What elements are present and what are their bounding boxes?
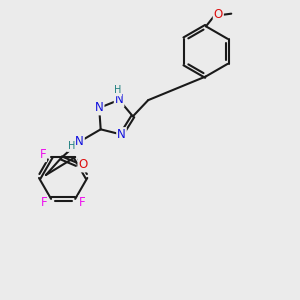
Text: F: F bbox=[79, 196, 86, 209]
Text: O: O bbox=[214, 8, 223, 21]
Text: F: F bbox=[40, 196, 47, 209]
Text: O: O bbox=[78, 158, 88, 172]
Text: N: N bbox=[115, 93, 124, 106]
Text: N: N bbox=[117, 128, 126, 141]
Text: N: N bbox=[95, 101, 103, 114]
Text: H: H bbox=[114, 85, 121, 95]
Text: N: N bbox=[75, 135, 84, 148]
Text: F: F bbox=[40, 148, 46, 161]
Text: H: H bbox=[68, 141, 75, 151]
